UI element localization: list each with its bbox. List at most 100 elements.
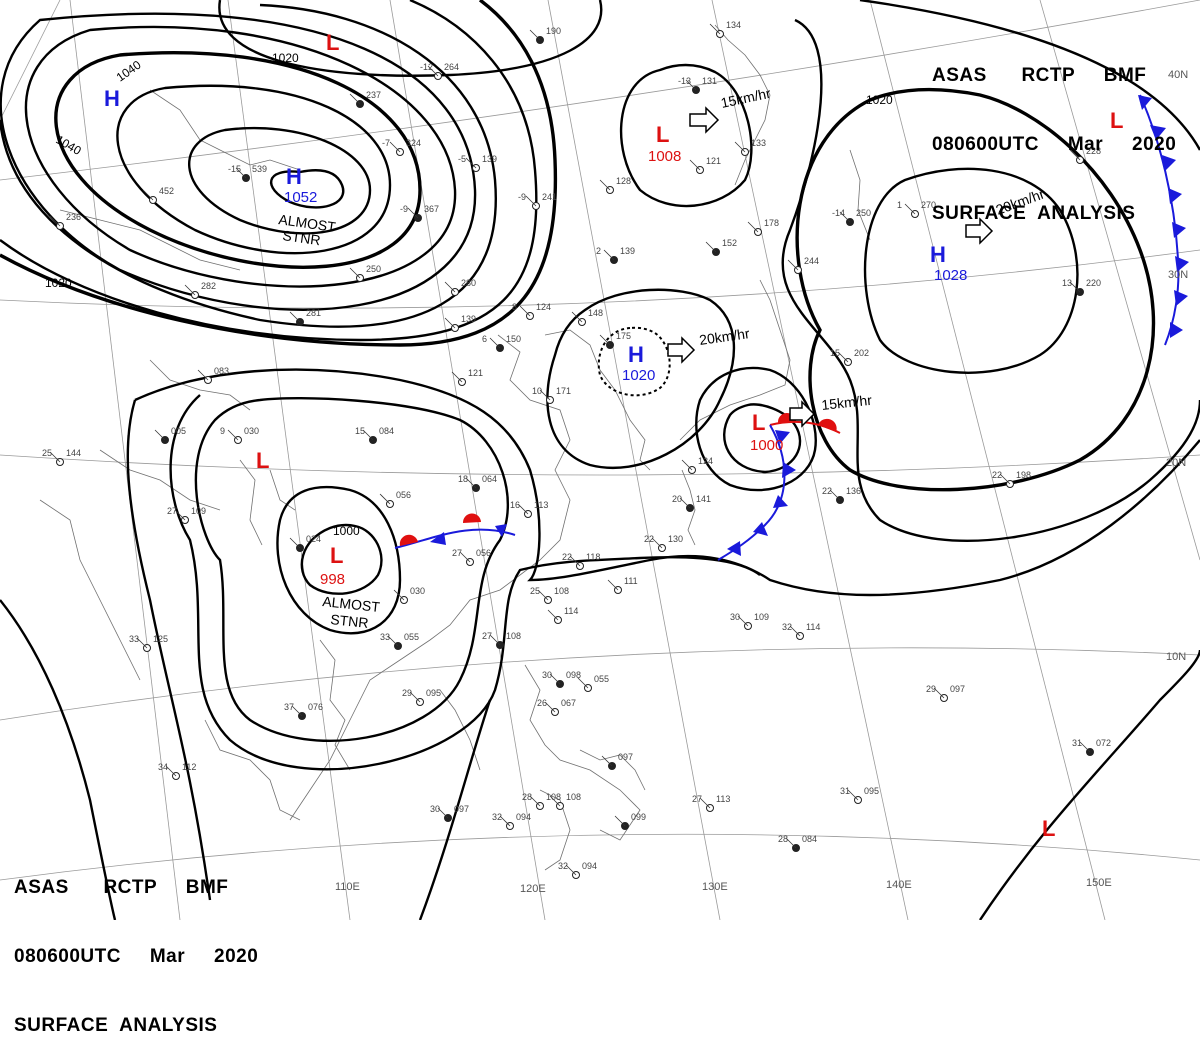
station-pressure: 270 [921,200,936,210]
station-plot: 114 [547,606,578,624]
wind-barb [349,267,361,279]
isobar-label: 1020 [272,51,299,65]
station-pressure: 282 [201,281,216,291]
station-temperature: 15 [830,348,840,358]
station-temperature: 32 [782,622,792,632]
station-plot: 32 114 [782,622,820,640]
wind-barb [519,305,531,317]
station-plot: 2 139 [596,246,635,264]
lon-label: 130E [702,881,728,893]
motion-label: 15km/hr [821,392,873,413]
station-temperature: -9 [400,204,408,214]
station-pressure: 108 [506,631,521,641]
station-pressure: 030 [410,586,425,596]
wind-barb [537,589,549,601]
station-pressure: 084 [802,834,817,844]
station-temperature: 13 [1062,278,1072,288]
wind-barb [839,211,851,223]
station-temperature: 27 [452,548,462,558]
station-pressure: 109 [754,612,769,622]
wind-barb [1069,149,1081,161]
wind-barb [1069,281,1081,293]
wind-barb [999,473,1011,485]
weather-map: 1040 1040 1020 1020 1000 1020 [0,0,1200,920]
station-plot: 133 [734,138,766,156]
wind-barb [603,249,615,261]
station-temperature: 25 [42,448,52,458]
station-plot: -12 264 [420,62,459,80]
station-pressure: 133 [751,138,766,148]
header-line-2: 080600UTC Mar 2020 [14,946,259,967]
cold-front-marker [1174,290,1188,306]
station-plot: 20 141 [672,494,711,512]
station-pressure: 108 [566,792,581,802]
station-pressure: 367 [424,204,439,214]
station-pressure: 094 [582,861,597,871]
wind-barb [565,864,577,876]
wind-barb [409,691,421,703]
station-pressure: 067 [561,698,576,708]
station-temperature: 16 [510,500,520,510]
pressure-centers: H H 1052 ALMOST STNR L L 1008 15km/hr H … [104,30,1123,841]
station-plot: 152 [705,238,737,256]
station-plot: 13 220 [1062,278,1101,296]
wind-barb [362,429,374,441]
wind-barb [427,65,439,77]
wind-barb [387,635,399,647]
station-plot: 237 [349,90,381,108]
station-temperature: 28 [522,792,532,802]
center-note: ALMOST [278,211,338,235]
wind-barb [291,705,303,717]
wind-barb [737,615,749,627]
fronts [394,94,1189,561]
station-plot: 134 [709,20,741,38]
station-pressure: 148 [588,308,603,318]
station-pressure: 095 [864,786,879,796]
station-plot: 6 150 [482,334,521,352]
station-pressure: 125 [153,634,168,644]
station-pressure: 064 [482,474,497,484]
station-pressure: 250 [856,208,871,218]
station-plot: 29 097 [926,684,965,702]
wind-barb [136,637,148,649]
wind-barb [699,797,711,809]
wind-barb [444,281,456,293]
wind-barb [577,677,589,689]
station-temperature: 30 [730,612,740,622]
lat-label: 20N [1166,457,1186,469]
wind-barb [709,23,721,35]
station-temperature: -9 [518,192,526,202]
lon-label: 150E [1086,877,1112,889]
wind-barb [451,371,463,383]
station-pressure: 178 [764,218,779,228]
station-temperature: 22 [562,552,572,562]
high-center: H [104,86,120,111]
station-temperature: -13 [678,76,691,86]
station-plot: 31 095 [840,786,879,804]
station-plot: 9 030 [220,426,259,444]
station-plot: 282 [184,281,216,299]
station-plot: -9 241 [518,192,557,210]
wind-barb [569,555,581,567]
station-pressure: 099 [631,812,646,822]
station-temperature: 6 [482,334,487,344]
low-center: L [330,543,343,568]
station-temperature: 2 [596,246,601,256]
wind-barb [529,29,541,41]
cold-front-marker [1150,125,1166,140]
station-plot: -13 131 [678,76,717,94]
station-temperature: 29 [926,684,936,694]
station-plot: -7 324 [382,138,421,156]
station-pressure: 113 [716,794,730,804]
wind-barb [499,815,511,827]
station-plot: 30 097 [430,804,469,822]
station-plot: 10 171 [532,386,571,404]
station-plot: 250 [349,264,381,282]
station-plot: 22 130 [644,534,683,552]
isobars [0,0,1200,920]
header-line-3: SURFACE ANALYSIS [932,203,1136,224]
station-pressure: 130 [668,534,683,544]
station-temperature: 9 [220,426,225,436]
station-plot: 083 [197,366,229,384]
cold-front-marker [1170,322,1183,338]
